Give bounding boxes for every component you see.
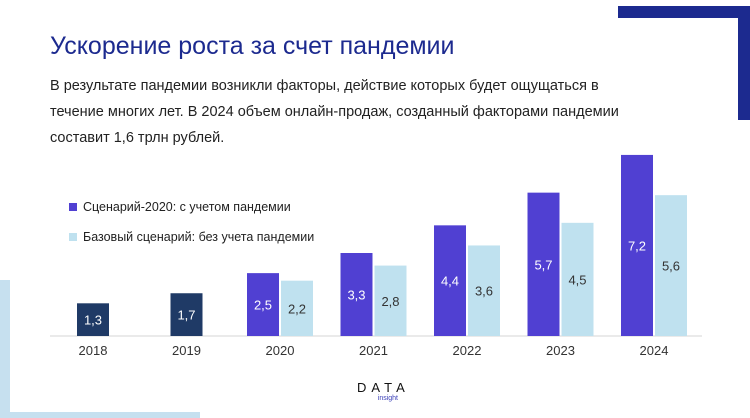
x-tick-labels-layer: 2018 2019 2020 2021 2022 2023 2024 [79, 343, 669, 358]
value-label-scenario-2020-2018: 1,3 [84, 313, 102, 328]
x-tick-label-2022: 2022 [453, 343, 482, 358]
x-tick-label-2024: 2024 [640, 343, 669, 358]
logo-main-text: DATA [357, 380, 410, 395]
value-labels-layer: 1,3 1,7 2,5 2,2 3,3 2,8 4,4 3,6 5,7 4,5 7,2 5,6 [84, 238, 680, 327]
x-tick-label-2021: 2021 [359, 343, 388, 358]
data-insight-logo: DATA insight [352, 380, 410, 403]
bars-layer [77, 154, 687, 336]
legend-item-base-scenario: Базовый сценарий: без учета пандемии [69, 229, 314, 245]
legend-swatch-scenario-2020 [69, 203, 77, 211]
bar-scenario-2020-2024 [621, 154, 653, 336]
value-label-base-scenario-2022: 3,6 [475, 284, 493, 299]
value-label-base-scenario-2020: 2,2 [288, 301, 306, 316]
logo-sub-text: insight [377, 395, 398, 402]
bar-scenario-2020-2019 [170, 293, 203, 336]
bar-scenario-2020-2021 [340, 253, 373, 336]
legend-swatch-base-scenario [69, 233, 77, 241]
page-title: Ускорение роста за счет пандемии [50, 32, 455, 60]
value-label-scenario-2020-2024: 7,2 [628, 238, 646, 253]
x-tick-label-2023: 2023 [546, 343, 575, 358]
value-label-scenario-2020-2022: 4,4 [441, 274, 459, 289]
chart-legend: Сценарий-2020: с учетом пандемии Базовый… [69, 199, 314, 259]
bar-scenario-2020-2023 [527, 192, 560, 336]
bar-base-scenario-2022 [468, 245, 500, 336]
x-tick-label-2020: 2020 [266, 343, 295, 358]
bar-base-scenario-2024 [655, 195, 687, 336]
value-label-base-scenario-2021: 2,8 [381, 294, 399, 309]
bar-scenario-2020-2018 [77, 303, 109, 336]
bar-scenario-2020-2022 [434, 225, 466, 336]
decor-top-right-corner [618, 6, 750, 120]
bar-base-scenario-2021 [374, 265, 407, 336]
legend-item-scenario-2020: Сценарий-2020: с учетом пандемии [69, 199, 314, 215]
value-label-base-scenario-2024: 5,6 [662, 259, 680, 274]
x-tick-label-2018: 2018 [79, 343, 108, 358]
value-label-scenario-2020-2020: 2,5 [254, 298, 272, 313]
value-label-scenario-2020-2019: 1,7 [177, 308, 195, 323]
value-label-scenario-2020-2021: 3,3 [347, 288, 365, 303]
subtitle-text: В результате пандемии возникли факторы, … [50, 78, 619, 146]
value-label-base-scenario-2023: 4,5 [568, 272, 586, 287]
bar-scenario-2020-2020 [247, 273, 279, 336]
decor [0, 6, 750, 418]
bar-base-scenario-2020 [281, 280, 313, 336]
legend-label-base-scenario: Базовый сценарий: без учета пандемии [83, 230, 315, 244]
bar-base-scenario-2023 [561, 222, 594, 336]
value-label-scenario-2020-2023: 5,7 [534, 257, 552, 272]
x-tick-label-2019: 2019 [172, 343, 201, 358]
legend-label-scenario-2020: Сценарий-2020: с учетом пандемии [83, 200, 291, 214]
